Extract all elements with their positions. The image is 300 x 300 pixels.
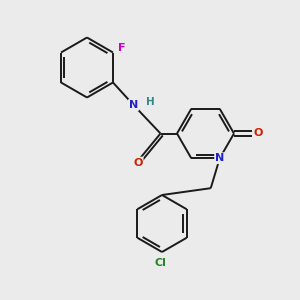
Text: N: N <box>129 100 138 110</box>
Text: F: F <box>118 43 125 53</box>
Text: Cl: Cl <box>154 257 166 268</box>
Text: N: N <box>215 153 224 163</box>
Text: H: H <box>146 97 154 107</box>
Text: O: O <box>254 128 263 139</box>
Text: O: O <box>133 158 143 168</box>
